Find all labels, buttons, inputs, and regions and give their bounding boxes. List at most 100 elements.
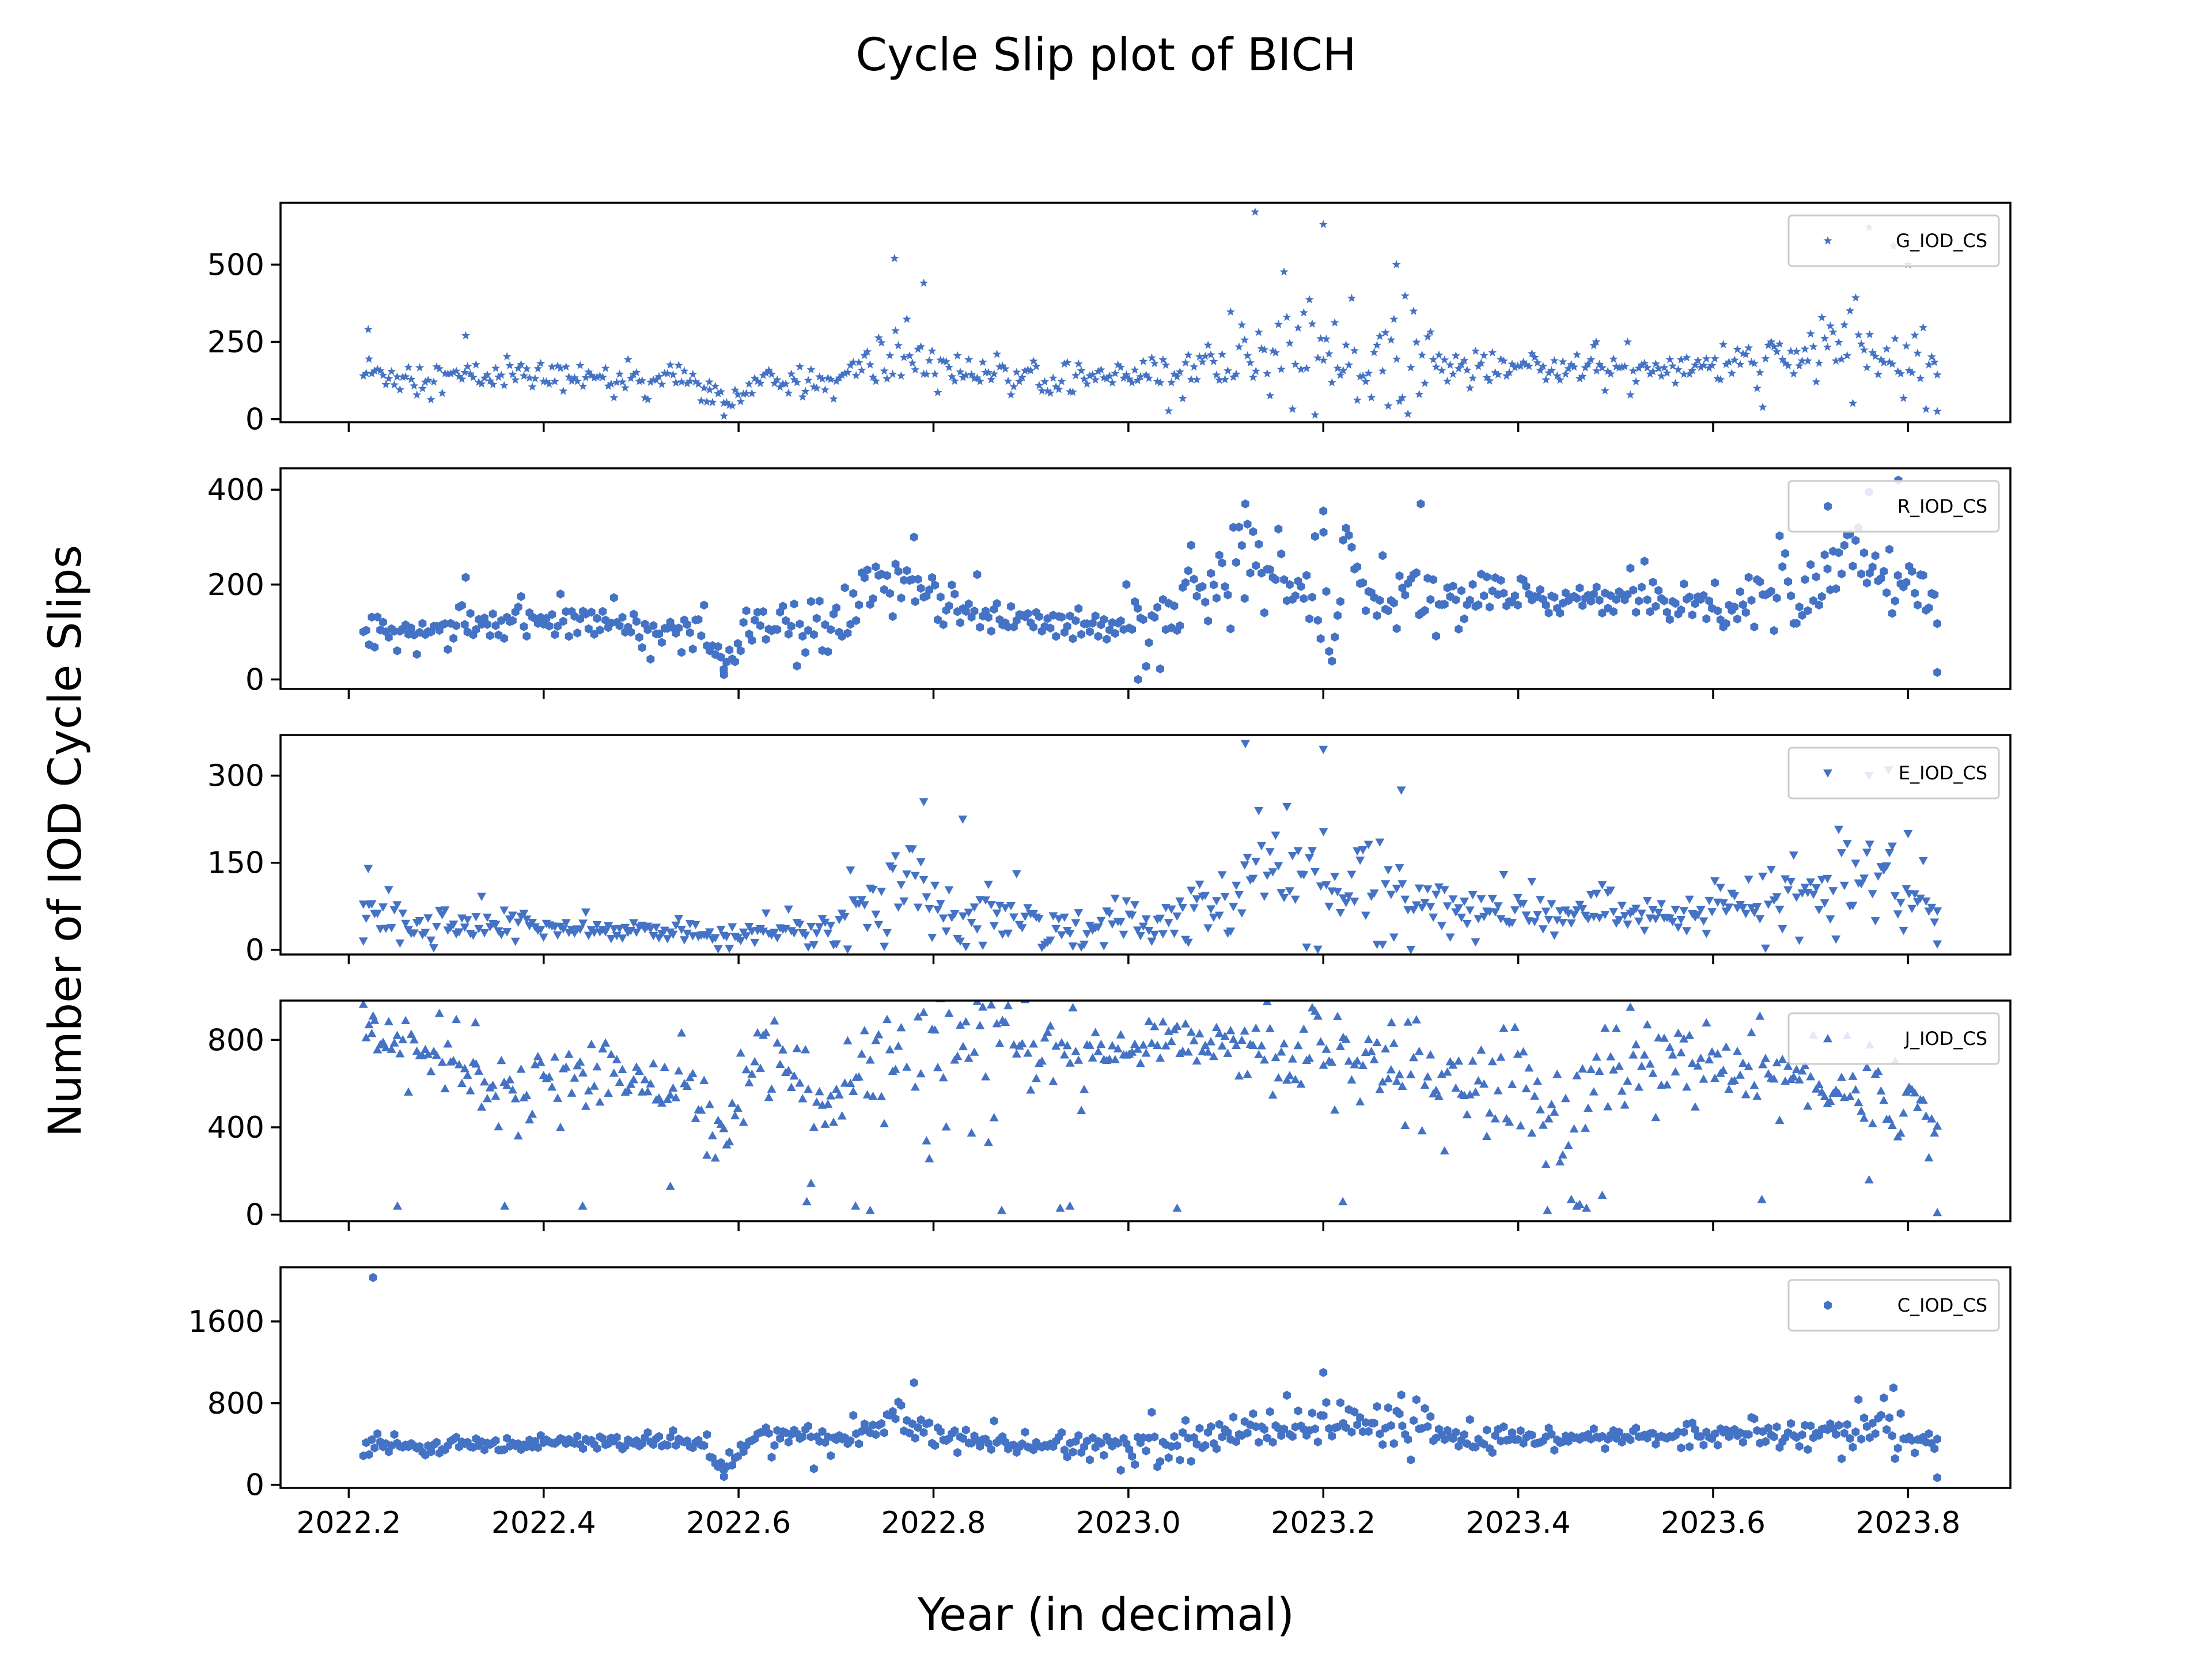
data-point — [1783, 1061, 1793, 1070]
data-point — [1243, 854, 1252, 862]
data-point — [553, 1093, 563, 1102]
data-point — [827, 625, 835, 634]
data-point — [964, 599, 973, 609]
data-point — [1268, 1090, 1278, 1099]
data-point — [655, 1431, 663, 1441]
data-point — [596, 625, 604, 635]
data-point — [1232, 881, 1241, 891]
data-point — [1215, 550, 1224, 560]
data-point — [680, 936, 690, 945]
data-point — [1105, 1054, 1115, 1063]
data-point — [632, 616, 641, 626]
data-point — [770, 1441, 779, 1450]
data-point — [798, 392, 807, 401]
data-point — [1789, 369, 1798, 378]
data-point — [1274, 862, 1283, 870]
data-point — [1578, 601, 1587, 611]
data-point — [494, 372, 503, 381]
data-point — [972, 1001, 982, 1005]
data-point — [1150, 930, 1160, 940]
data-point — [1490, 1114, 1500, 1123]
data-point — [1012, 1049, 1021, 1058]
data-point — [1902, 1087, 1911, 1096]
data-point — [1240, 1026, 1249, 1035]
data-point — [832, 377, 841, 385]
data-point — [1032, 362, 1041, 370]
data-point — [1719, 340, 1728, 349]
data-point — [604, 1088, 613, 1097]
data-point — [978, 941, 988, 950]
data-point — [1322, 1397, 1331, 1407]
data-point — [1406, 946, 1416, 955]
data-point — [1277, 365, 1286, 373]
data-point — [491, 921, 501, 929]
data-point — [1223, 1048, 1233, 1057]
data-point — [1530, 1091, 1540, 1100]
data-point — [1843, 351, 1852, 359]
data-point — [1668, 361, 1677, 370]
data-point — [1673, 923, 1683, 932]
data-point — [1449, 581, 1457, 591]
data-point — [1074, 909, 1084, 918]
data-point — [1290, 1074, 1300, 1084]
data-point — [899, 353, 908, 361]
data-point — [1373, 611, 1381, 620]
data-point — [961, 370, 971, 379]
data-point — [1685, 369, 1694, 378]
x-tick-label: 2023.0 — [1076, 1506, 1181, 1540]
data-point — [1857, 569, 1866, 579]
data-point — [431, 922, 441, 931]
data-point — [1280, 575, 1289, 585]
data-point — [1043, 387, 1052, 395]
data-point — [1735, 1070, 1745, 1079]
data-point — [1592, 366, 1601, 375]
data-point — [1505, 368, 1514, 377]
data-point — [804, 376, 813, 384]
data-point — [1398, 1421, 1407, 1431]
data-point — [1048, 912, 1058, 921]
data-point — [1090, 1028, 1100, 1036]
data-point — [1820, 899, 1830, 908]
data-point — [1832, 584, 1840, 593]
data-point — [1626, 1002, 1635, 1011]
data-point — [1037, 386, 1047, 395]
data-point — [789, 1071, 799, 1080]
data-point — [1555, 375, 1565, 384]
data-point — [1628, 1050, 1638, 1059]
data-point — [704, 377, 714, 386]
data-point — [1679, 907, 1689, 915]
data-point — [1787, 591, 1795, 601]
data-point — [1116, 1465, 1125, 1475]
data-point — [1890, 892, 1900, 901]
data-point — [804, 1084, 813, 1093]
data-point — [1795, 361, 1804, 370]
data-point — [1516, 1121, 1525, 1130]
data-point — [762, 368, 771, 377]
data-point — [1744, 1062, 1753, 1070]
data-point — [1108, 378, 1117, 387]
data-point — [1812, 572, 1820, 582]
data-point — [1161, 1041, 1171, 1050]
data-point — [770, 1016, 779, 1025]
data-point — [1437, 922, 1446, 930]
data-point — [1933, 1121, 1942, 1130]
data-point — [1096, 1039, 1106, 1048]
data-point — [1255, 539, 1263, 549]
data-point — [1169, 369, 1179, 378]
data-point — [956, 1020, 965, 1029]
data-point — [528, 382, 537, 391]
data-point — [1893, 367, 1903, 376]
data-point — [607, 379, 616, 388]
data-point — [1527, 877, 1537, 887]
data-point — [1431, 1085, 1441, 1094]
data-point — [1623, 1076, 1633, 1085]
data-point — [1924, 1153, 1934, 1162]
data-point — [793, 661, 801, 671]
data-point — [896, 1022, 906, 1032]
data-point — [1547, 1429, 1556, 1439]
data-point — [798, 1432, 807, 1442]
data-point — [919, 1007, 929, 1016]
data-point — [1606, 1052, 1616, 1060]
data-point — [939, 620, 948, 630]
